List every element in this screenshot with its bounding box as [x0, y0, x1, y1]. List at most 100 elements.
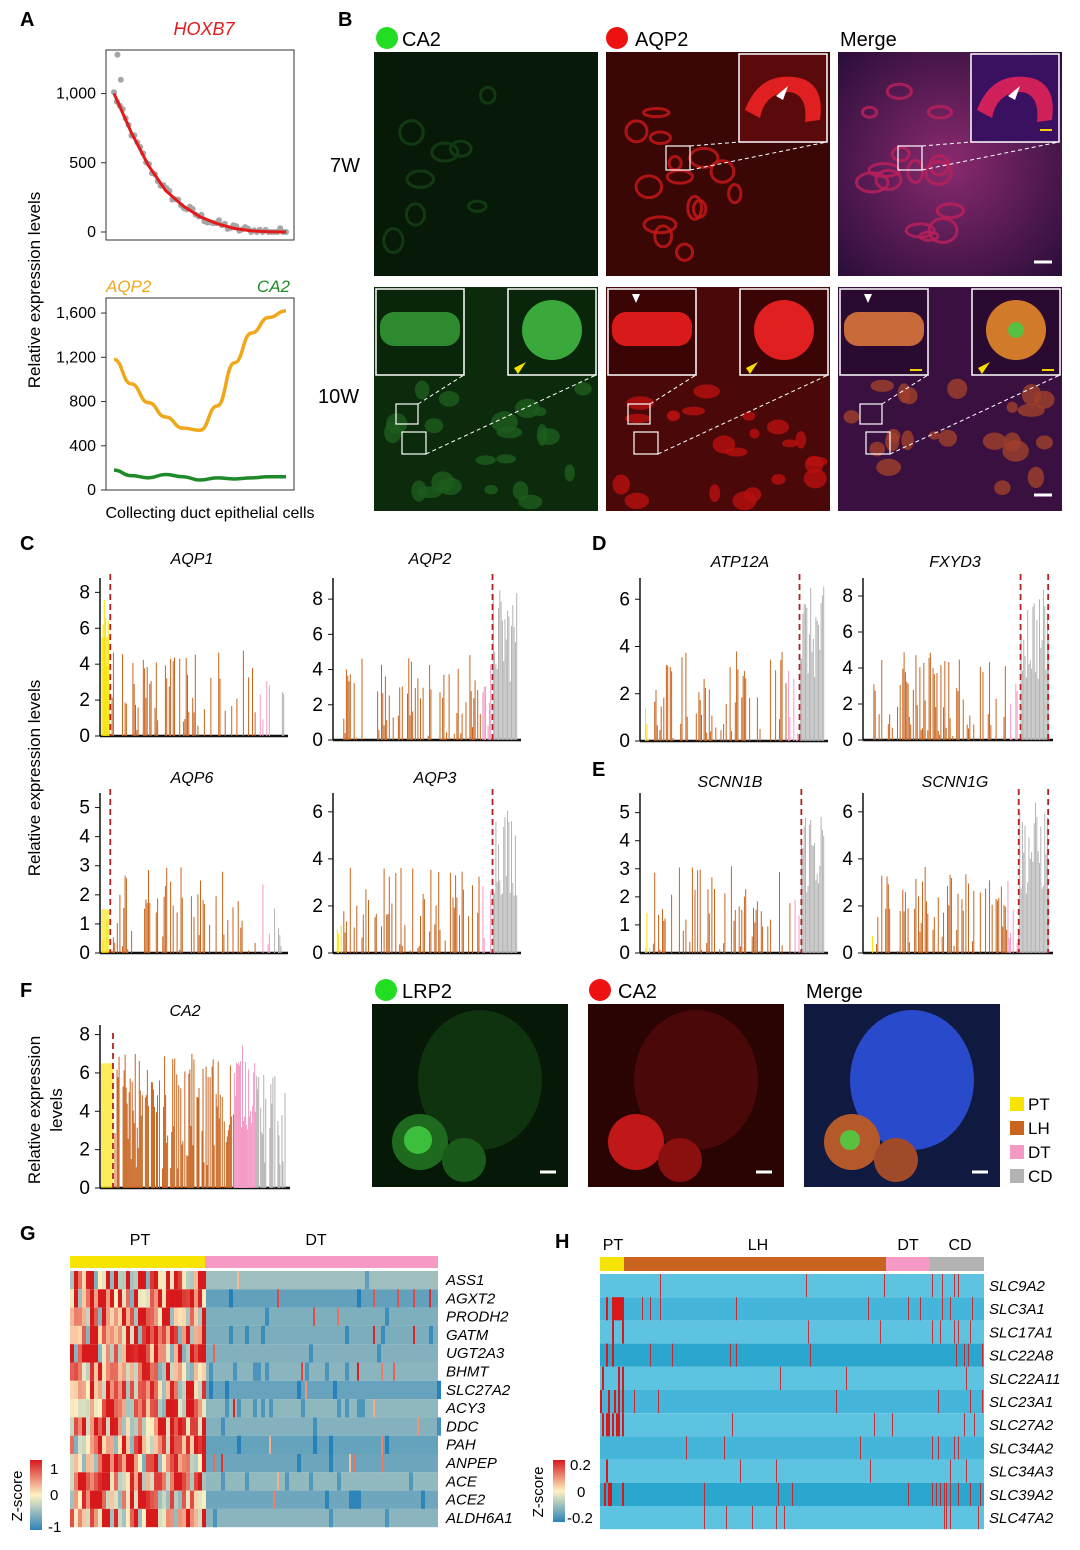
- heatmap-cell: [884, 1274, 885, 1298]
- heatmap-cell: [102, 1325, 106, 1345]
- y-tick-label: 0: [619, 943, 630, 964]
- heatmap-cell: [130, 1417, 134, 1436]
- heatmap-cell: [90, 1508, 94, 1528]
- heatmap-cell: [118, 1454, 122, 1473]
- heatmap-cell: [736, 1297, 737, 1321]
- y-tick-label: 500: [69, 155, 96, 172]
- heatmap-cell: [150, 1454, 154, 1473]
- heatmap-cell: [102, 1271, 106, 1290]
- heatmap-cell: [413, 1325, 415, 1345]
- heatmap-cell: [130, 1307, 134, 1326]
- heatmap-cell: [357, 1490, 361, 1509]
- heatmap-cell: [174, 1380, 178, 1400]
- heatmap-cell: [190, 1490, 194, 1509]
- heatmap-row: [70, 1454, 438, 1473]
- heatmap-cell: [122, 1399, 126, 1418]
- heatmap-cell: [409, 1472, 413, 1491]
- heatmap-cell: [190, 1435, 194, 1454]
- heatmap-cell: [610, 1482, 612, 1506]
- tissue-tubule: [709, 159, 736, 184]
- zscore-tick: 1: [50, 1461, 58, 1478]
- panel-a-xlabel: Collecting duct epithelial cells: [106, 505, 315, 522]
- heatmap-row: [600, 1506, 984, 1530]
- heatmap-cell: [130, 1380, 134, 1400]
- bar-chart-title: AQP2: [408, 551, 452, 568]
- heatmap-cell: [154, 1508, 158, 1528]
- b-10w-roi: [859, 403, 883, 425]
- bar-chart-atp12a: ATP12A 0 2 4 6: [619, 554, 828, 752]
- tissue-tubule: [653, 224, 674, 249]
- gene-label: ALDH6A1: [445, 1510, 513, 1527]
- inset-guide: [881, 374, 929, 405]
- heatmap-cell: [170, 1399, 174, 1418]
- tissue-tubule: [982, 432, 1007, 450]
- heatmap-cell: [162, 1508, 166, 1528]
- heatmap-cell: [381, 1454, 383, 1473]
- heatmap-block: [600, 1459, 984, 1483]
- heatmap-cell: [182, 1417, 186, 1436]
- heatmap-cell: [932, 1320, 933, 1344]
- heatmap-cell: [182, 1472, 186, 1491]
- legend-label: LH: [1028, 1119, 1050, 1138]
- tissue-tubule: [382, 227, 405, 254]
- heatmap-cell: [98, 1344, 102, 1363]
- heatmap-cell: [202, 1307, 206, 1326]
- tissue-tubule: [771, 473, 786, 485]
- heatmap-cell: [74, 1490, 78, 1509]
- tissue-tubule: [926, 104, 954, 120]
- heatmap-cell: [106, 1289, 110, 1308]
- heatmap-cell: [102, 1362, 106, 1381]
- heatmap-cell: [381, 1325, 385, 1345]
- heatmap-cell: [186, 1380, 190, 1400]
- heatmap-cell: [74, 1435, 78, 1454]
- f-merge-tubule-lumen: [840, 1130, 860, 1150]
- heatmap-row: [600, 1413, 984, 1437]
- heatmap-cell: [968, 1343, 969, 1367]
- heatmap-cell: [202, 1325, 206, 1345]
- heatmap-cell: [257, 1362, 261, 1381]
- heatmap-cell: [944, 1482, 945, 1506]
- tissue-tubule: [766, 419, 790, 435]
- zscore-colorbar: [553, 1460, 565, 1522]
- heatmap-cell: [146, 1271, 150, 1290]
- heatmap-cell: [174, 1508, 178, 1528]
- tissue-tubule: [634, 174, 664, 200]
- heatmap-cell: [194, 1307, 198, 1326]
- heatmap-cell: [86, 1399, 90, 1418]
- legend-swatch: [1010, 1145, 1024, 1159]
- heatmap-cell: [194, 1508, 198, 1528]
- heatmap-cell: [198, 1472, 202, 1491]
- heatmap-cell: [146, 1435, 150, 1454]
- heatmap-cell: [102, 1490, 106, 1509]
- heatmap-row: [70, 1399, 438, 1418]
- heatmap-cell: [265, 1307, 269, 1326]
- tissue-tubule: [935, 202, 965, 220]
- heatmap-cell: [138, 1435, 142, 1454]
- heatmap-cell: [110, 1417, 114, 1436]
- heatmap-cell: [908, 1482, 909, 1506]
- heatmap-cell: [82, 1399, 86, 1418]
- heatmap-cell: [114, 1289, 118, 1308]
- heatmap-cell: [150, 1490, 154, 1509]
- gene-label: GATM: [446, 1327, 489, 1344]
- heatmap-cell: [142, 1399, 146, 1418]
- heatmap-cell: [186, 1289, 190, 1308]
- heatmap-cell: [142, 1490, 146, 1509]
- heatmap-cell: [198, 1362, 202, 1381]
- tissue-tubule: [890, 145, 911, 163]
- heatmap-cell: [158, 1289, 162, 1308]
- heatmap-cell: [936, 1482, 937, 1506]
- group-bar-dt: [886, 1257, 930, 1271]
- heatmap-cell: [146, 1417, 150, 1436]
- heatmap-cell: [86, 1325, 90, 1345]
- heatmap-block: [600, 1413, 984, 1437]
- heatmap-cell: [229, 1325, 233, 1345]
- heatmap-cell: [942, 1274, 943, 1298]
- heatmap-cell: [253, 1362, 257, 1381]
- heatmap-cell: [162, 1289, 166, 1308]
- tissue-tubule: [404, 202, 427, 227]
- heatmap-cell: [98, 1307, 102, 1326]
- heatmap-cell: [622, 1320, 624, 1344]
- heatmap-cell: [78, 1271, 82, 1290]
- heatmap-cell: [138, 1399, 142, 1418]
